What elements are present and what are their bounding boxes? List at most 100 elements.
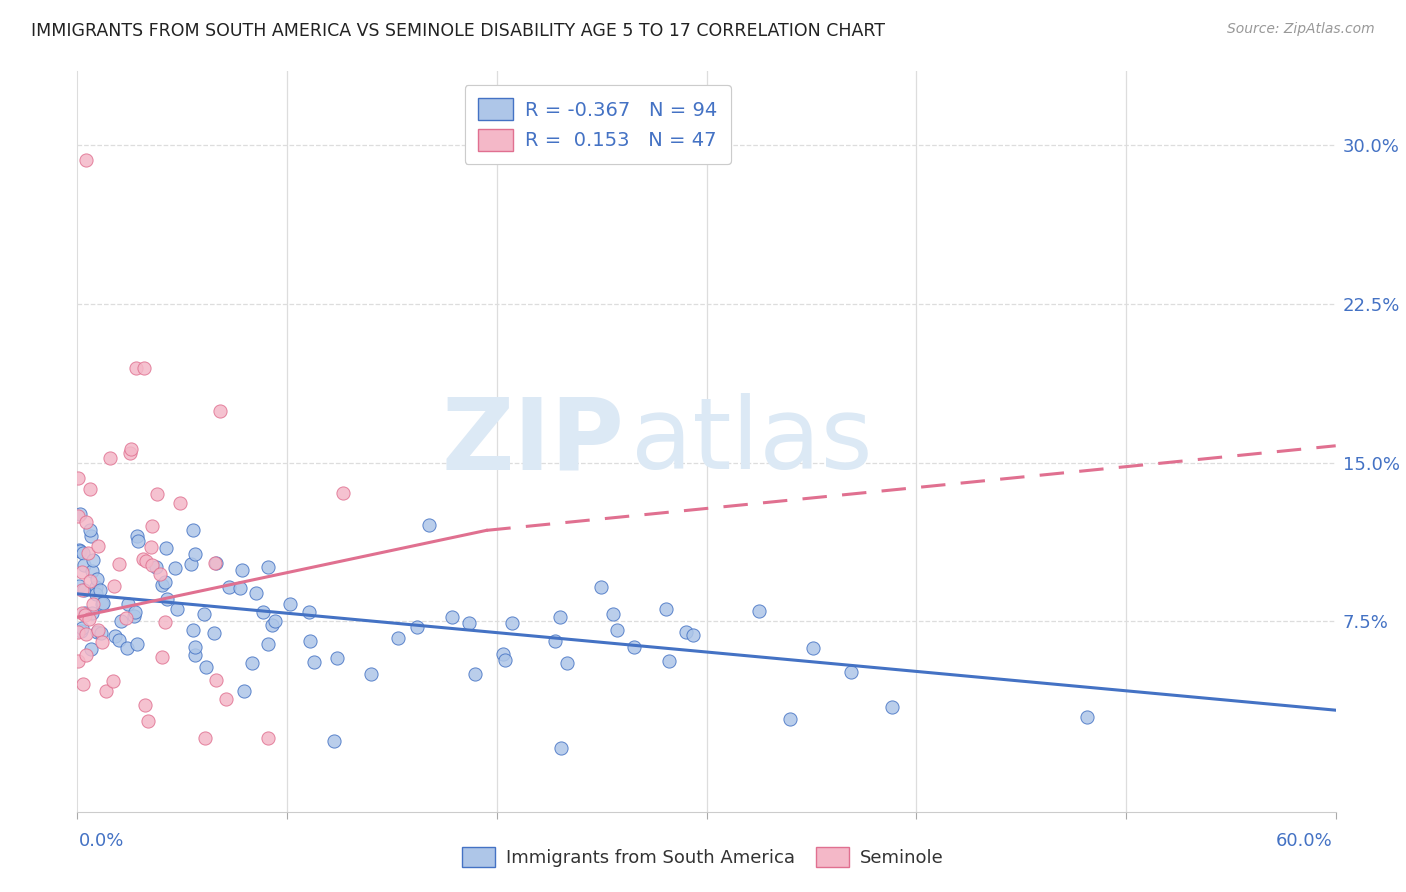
Point — [240, 656, 263, 670]
Point — [80, 564, 103, 578]
Text: atlas: atlas — [631, 393, 873, 490]
Point — [623, 640, 645, 655]
Point — [149, 566, 172, 581]
Point — [73, 558, 96, 572]
Point — [70, 606, 93, 620]
Point — [257, 559, 280, 574]
Point — [132, 552, 155, 566]
Point — [120, 442, 142, 457]
Point — [73, 583, 96, 598]
Point — [155, 575, 177, 590]
Point — [73, 607, 96, 622]
Point — [1076, 710, 1098, 724]
Point — [492, 647, 515, 661]
Point — [406, 620, 429, 634]
Point — [464, 666, 486, 681]
Point — [194, 660, 217, 674]
Point — [86, 625, 108, 640]
Point — [166, 602, 188, 616]
Point — [79, 574, 101, 589]
Point — [325, 651, 347, 665]
Point — [125, 637, 148, 651]
Point — [181, 624, 204, 638]
Point — [90, 634, 112, 648]
Point — [75, 515, 97, 529]
Point — [360, 666, 382, 681]
Point — [75, 153, 97, 168]
Point — [139, 541, 162, 555]
Point — [218, 580, 240, 594]
Point — [801, 641, 824, 656]
Point — [101, 673, 124, 688]
Text: 0.0%: 0.0% — [79, 831, 124, 849]
Point — [298, 605, 321, 619]
Point — [555, 657, 578, 671]
Point — [67, 543, 90, 558]
Point — [256, 637, 278, 651]
Point — [104, 629, 127, 643]
Point — [117, 597, 139, 611]
Point — [66, 508, 89, 523]
Text: IMMIGRANTS FROM SOUTH AMERICA VS SEMINOLE DISABILITY AGE 5 TO 17 CORRELATION CHA: IMMIGRANTS FROM SOUTH AMERICA VS SEMINOL… — [31, 22, 884, 40]
Point — [169, 495, 191, 509]
Point — [122, 608, 145, 623]
Point — [264, 614, 287, 628]
Point — [134, 360, 156, 375]
Point — [69, 543, 91, 558]
Point — [86, 573, 108, 587]
Point — [124, 605, 146, 619]
Text: Source: ZipAtlas.com: Source: ZipAtlas.com — [1227, 22, 1375, 37]
Point — [108, 633, 131, 648]
Point — [79, 642, 101, 657]
Point — [90, 625, 112, 640]
Point — [155, 541, 177, 555]
Point — [501, 615, 523, 630]
Legend: Immigrants from South America, Seminole: Immigrants from South America, Seminole — [456, 839, 950, 874]
Point — [98, 451, 121, 466]
Point — [66, 654, 89, 668]
Point — [72, 677, 94, 691]
Point — [120, 445, 142, 459]
Point — [141, 558, 163, 573]
Point — [204, 556, 226, 570]
Point — [748, 604, 770, 618]
Point — [82, 597, 104, 611]
Point — [72, 565, 94, 579]
Point — [228, 582, 250, 596]
Point — [67, 579, 90, 593]
Point — [70, 624, 93, 639]
Point — [204, 673, 226, 687]
Point — [86, 624, 108, 638]
Point — [84, 580, 107, 594]
Point — [202, 625, 225, 640]
Point — [80, 528, 103, 542]
Point — [125, 360, 148, 375]
Point — [180, 557, 202, 571]
Point — [543, 634, 565, 648]
Point — [606, 624, 628, 638]
Point — [84, 587, 107, 601]
Point — [87, 539, 110, 553]
Point — [77, 612, 100, 626]
Point — [150, 578, 173, 592]
Point — [156, 591, 179, 606]
Point — [117, 640, 139, 655]
Point — [880, 700, 903, 714]
Point — [440, 610, 463, 624]
Point — [233, 684, 256, 698]
Point — [165, 561, 187, 575]
Point — [110, 614, 132, 628]
Point — [66, 625, 89, 640]
Point — [155, 615, 177, 629]
Point — [72, 546, 94, 560]
Point — [550, 741, 572, 756]
Point — [150, 650, 173, 665]
Point — [82, 552, 104, 566]
Point — [278, 598, 301, 612]
Text: 60.0%: 60.0% — [1277, 831, 1333, 849]
Point — [75, 648, 97, 662]
Point — [591, 580, 613, 594]
Point — [72, 583, 94, 598]
Point — [70, 621, 93, 635]
Point — [108, 557, 131, 571]
